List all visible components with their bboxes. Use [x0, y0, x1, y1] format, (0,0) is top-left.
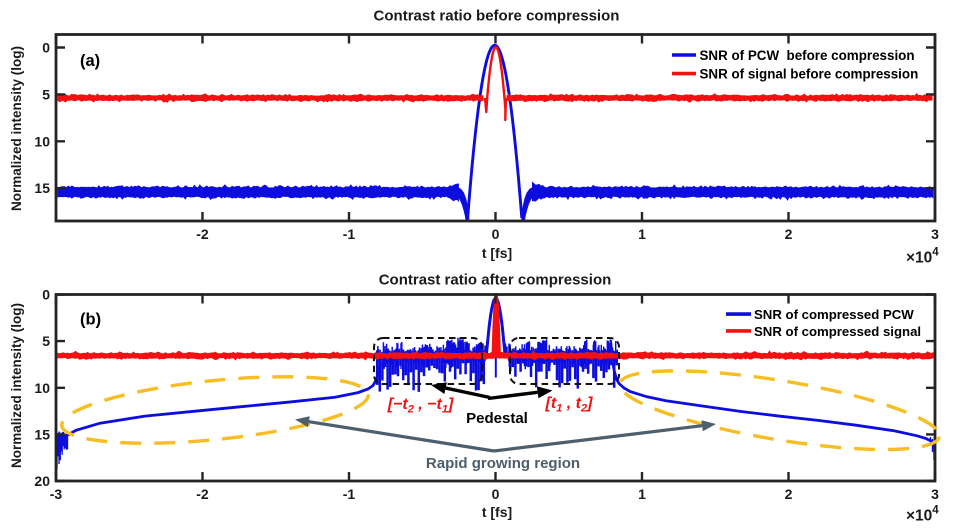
svg-text:[−t2​ , −t1​]: [−t2​ , −t1​]: [387, 396, 454, 416]
svg-text:Normalized intensity (log): Normalized intensity (log): [9, 303, 24, 468]
svg-text:0: 0: [42, 287, 50, 303]
svg-text:5: 5: [42, 333, 50, 349]
svg-text:t [fs]: t [fs]: [482, 245, 512, 261]
svg-text:0: 0: [42, 40, 50, 56]
svg-text:(a): (a): [80, 52, 100, 70]
svg-text:Pedestal: Pedestal: [466, 410, 528, 427]
svg-text:SNR of signal before compressi: SNR of signal before compression: [700, 67, 919, 82]
svg-text:1: 1: [638, 486, 646, 502]
svg-text:Rapid growing region: Rapid growing region: [426, 455, 580, 472]
svg-text:-2: -2: [196, 486, 209, 502]
svg-text:SNR of compressed signal: SNR of compressed signal: [754, 324, 921, 339]
svg-text:Normalized intensity (log): Normalized intensity (log): [9, 46, 24, 211]
svg-text:15: 15: [34, 426, 50, 442]
svg-text:20: 20: [34, 473, 50, 489]
svg-text:×104: ×104: [906, 505, 939, 525]
svg-text:-2: -2: [196, 226, 209, 242]
svg-text:Contrast ratio before compress: Contrast ratio before compression: [374, 8, 620, 25]
svg-text:3: 3: [931, 226, 939, 242]
svg-text:10: 10: [34, 133, 50, 149]
svg-text:×104: ×104: [906, 247, 939, 267]
svg-text:0: 0: [492, 226, 500, 242]
svg-text:-1: -1: [343, 226, 356, 242]
svg-text:15: 15: [34, 180, 50, 196]
svg-text:Contrast ratio after compressi: Contrast ratio after compression: [379, 272, 612, 289]
svg-text:SNR of PCW before compression: SNR of PCW before compression: [700, 48, 915, 63]
svg-text:0: 0: [492, 486, 500, 502]
svg-text:10: 10: [34, 380, 50, 396]
svg-text:t [fs]: t [fs]: [482, 504, 512, 520]
svg-text:(b): (b): [80, 311, 101, 329]
svg-text:2: 2: [785, 486, 793, 502]
svg-text:-3: -3: [50, 486, 63, 502]
svg-text:-1: -1: [343, 486, 356, 502]
svg-text:SNR of compressed PCW: SNR of compressed PCW: [754, 307, 914, 322]
svg-text:3: 3: [931, 486, 939, 502]
svg-text:5: 5: [42, 86, 50, 102]
svg-text:1: 1: [638, 226, 646, 242]
svg-text:2: 2: [785, 226, 793, 242]
